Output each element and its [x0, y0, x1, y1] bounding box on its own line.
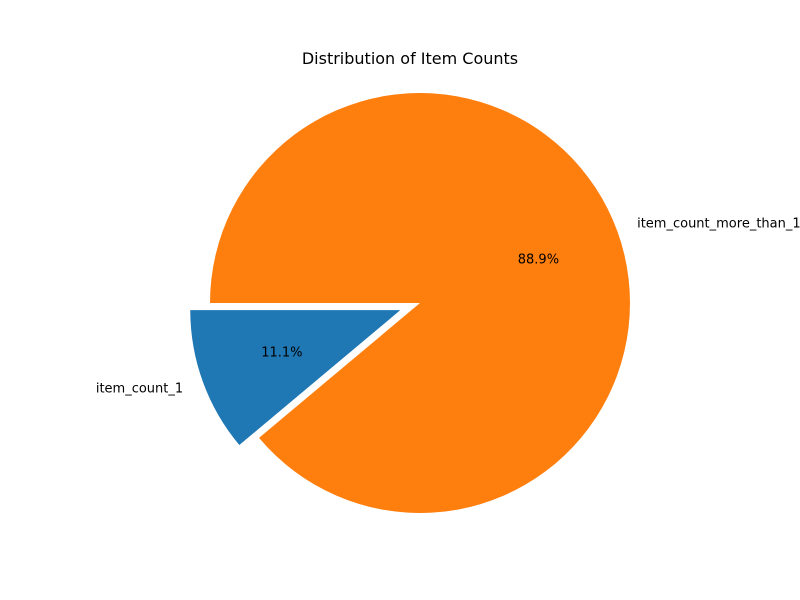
pie-percent-label-item-count-1: 11.1% [261, 346, 302, 361]
pie-percent-label-item-count-more-than-1: 88.9% [518, 252, 559, 267]
pie-category-label-item-count-1: item_count_1 [96, 382, 183, 397]
pie-category-label-item-count-more-than-1: item_count_more_than_1 [637, 217, 800, 232]
chart-title: Distribution of Item Counts [302, 49, 518, 68]
pie-slice-item-count-1 [190, 310, 401, 446]
pie-slices [190, 92, 630, 513]
pie-slice-item-count-more-than-1 [210, 92, 630, 513]
pie-labels: 11.1% item_count_1 88.9% item_count_more_th… [96, 217, 800, 397]
